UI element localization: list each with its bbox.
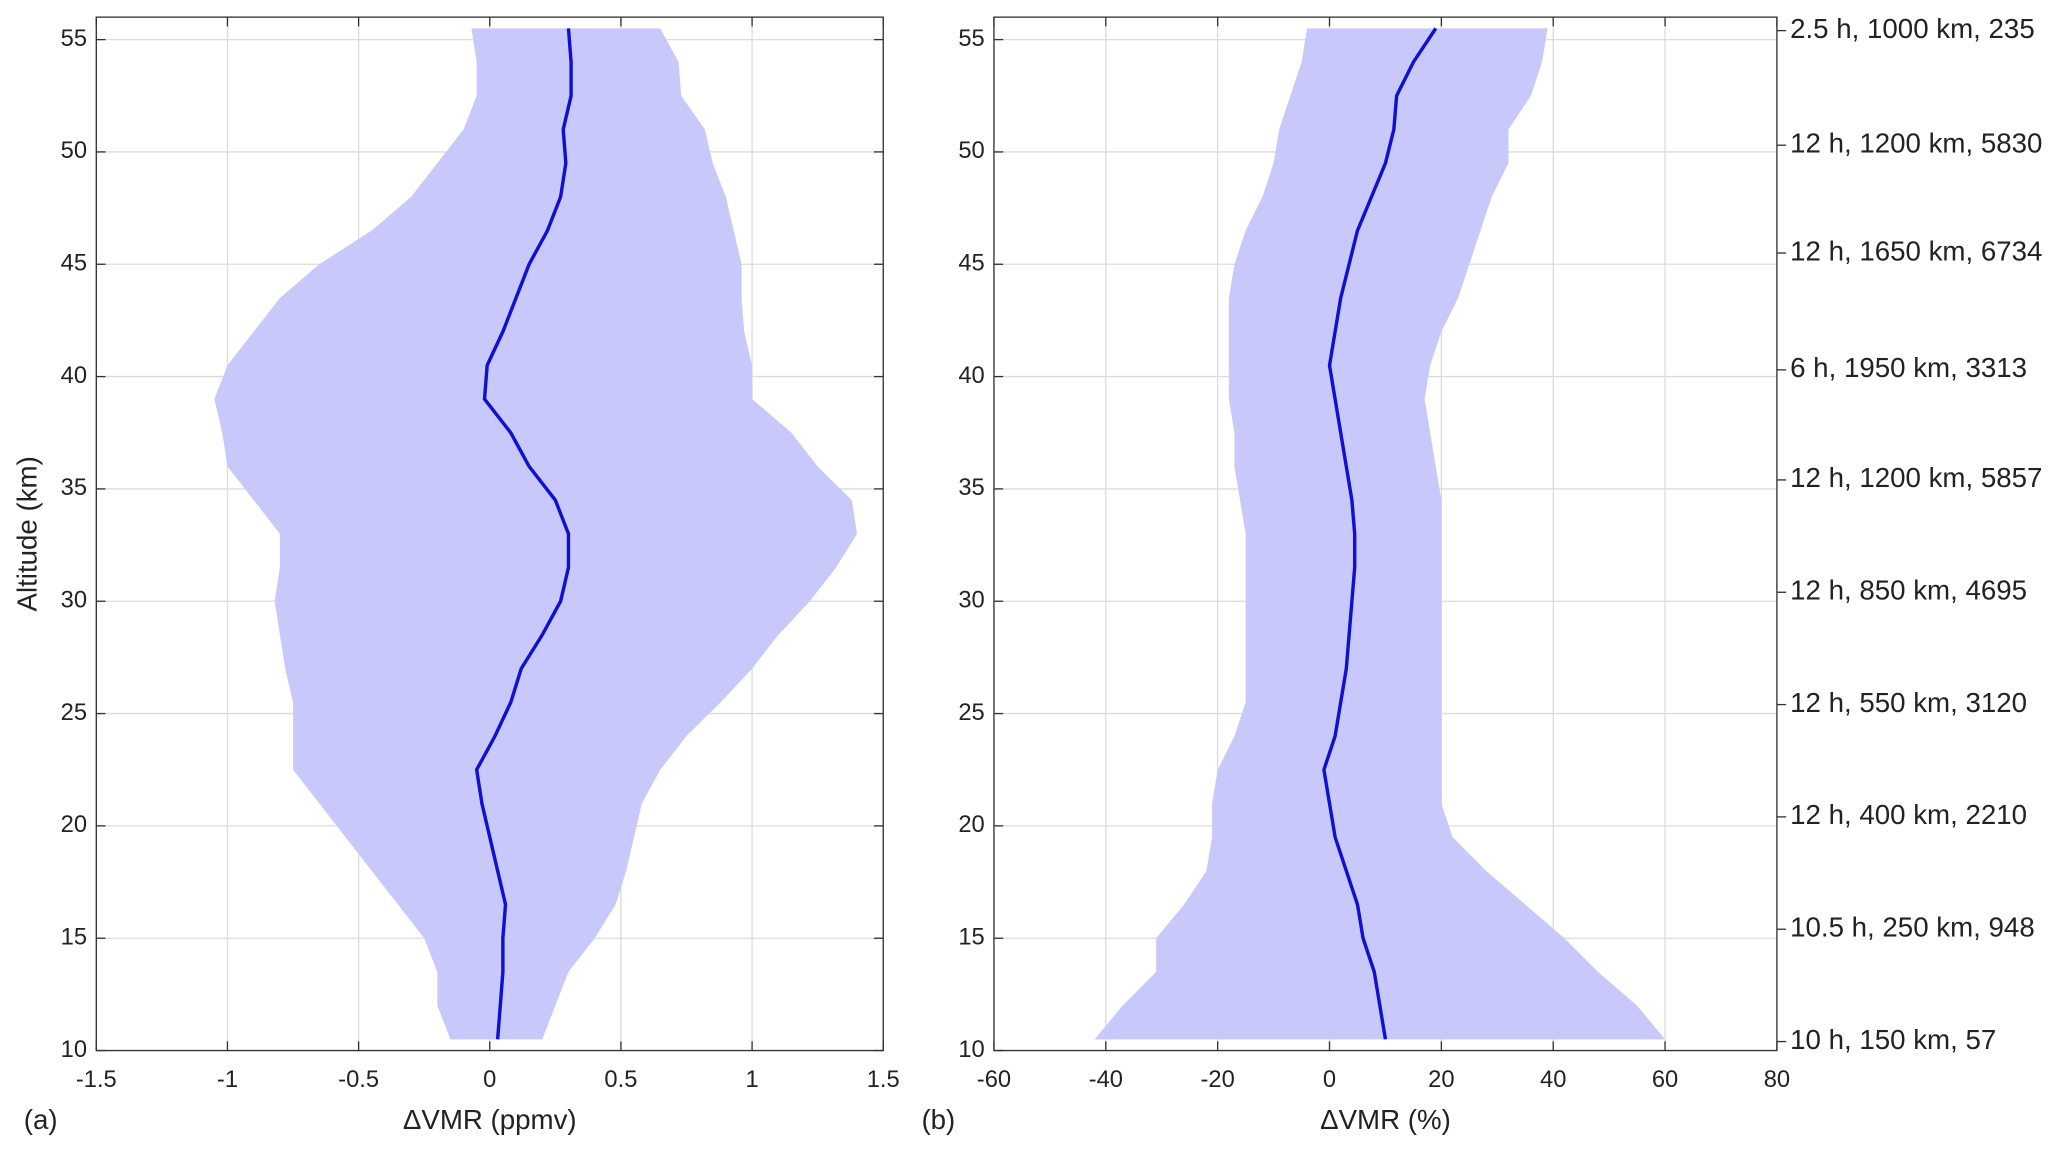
x-tick-label: 1.5 bbox=[867, 1067, 900, 1093]
y-tick-label: 30 bbox=[61, 588, 87, 614]
right-label: 12 h, 1200 km, 5857 bbox=[1790, 462, 2042, 493]
y-tick-label: 10 bbox=[61, 1037, 87, 1063]
x-tick-label: -40 bbox=[1089, 1067, 1123, 1093]
y-tick-label: 30 bbox=[958, 588, 984, 614]
y-tick-label: 15 bbox=[958, 924, 984, 950]
panel-label: (a) bbox=[24, 1104, 58, 1135]
x-tick-label: 0 bbox=[483, 1067, 496, 1093]
x-axis-label: ΔVMR (ppmv) bbox=[403, 1104, 577, 1135]
right-label: 12 h, 850 km, 4695 bbox=[1790, 575, 2027, 606]
y-tick-label: 20 bbox=[61, 812, 87, 838]
y-tick-label: 55 bbox=[61, 26, 87, 52]
y-tick-label: 10 bbox=[958, 1037, 984, 1063]
x-tick-label: 0 bbox=[1323, 1067, 1336, 1093]
right-label: 12 h, 550 km, 3120 bbox=[1790, 687, 2027, 718]
right-label: 10 h, 150 km, 57 bbox=[1790, 1024, 1996, 1055]
y-tick-label: 35 bbox=[61, 475, 87, 501]
spread-band bbox=[1094, 28, 1666, 1040]
x-tick-label: -1.5 bbox=[76, 1067, 117, 1093]
x-tick-label: 80 bbox=[1764, 1067, 1790, 1093]
plot-frame bbox=[993, 16, 1778, 1052]
x-tick-label: -1 bbox=[217, 1067, 238, 1093]
right-label: 12 h, 400 km, 2210 bbox=[1790, 799, 2027, 830]
y-tick-label: 25 bbox=[61, 700, 87, 726]
y-tick-label: 40 bbox=[958, 363, 984, 389]
mean-line bbox=[1322, 27, 1438, 1040]
y-tick-label: 40 bbox=[61, 363, 87, 389]
y-tick-label: 45 bbox=[958, 251, 984, 277]
x-tick-label: 40 bbox=[1540, 1067, 1566, 1093]
x-tick-label: 1 bbox=[745, 1067, 758, 1093]
x-tick-label: -60 bbox=[977, 1067, 1011, 1093]
y-tick-label: 45 bbox=[61, 251, 87, 277]
mean-line bbox=[474, 28, 573, 1040]
spread-band bbox=[214, 28, 858, 1040]
y-tick-label: 20 bbox=[958, 812, 984, 838]
y-tick-label: 55 bbox=[958, 26, 984, 52]
x-tick-label: -0.5 bbox=[338, 1067, 379, 1093]
right-label: 2.5 h, 1000 km, 235 bbox=[1790, 13, 2035, 44]
right-label: 12 h, 1200 km, 5830 bbox=[1790, 128, 2042, 159]
x-tick-label: 20 bbox=[1428, 1067, 1454, 1093]
y-tick-label: 35 bbox=[958, 475, 984, 501]
x-axis-label: ΔVMR (%) bbox=[1320, 1104, 1451, 1135]
y-tick-label: 25 bbox=[958, 700, 984, 726]
x-tick-label: 0.5 bbox=[604, 1067, 637, 1093]
y-tick-label: 50 bbox=[61, 138, 87, 164]
right-label: 6 h, 1950 km, 3313 bbox=[1790, 352, 2027, 383]
y-tick-label: 15 bbox=[61, 924, 87, 950]
right-label: 12 h, 1650 km, 6734 bbox=[1790, 235, 2042, 266]
y-axis-label: Altitude (km) bbox=[11, 456, 42, 611]
x-tick-label: -20 bbox=[1201, 1067, 1235, 1093]
y-tick-label: 50 bbox=[958, 138, 984, 164]
right-label: 10.5 h, 250 km, 948 bbox=[1790, 912, 2035, 943]
x-tick-label: 60 bbox=[1652, 1067, 1678, 1093]
panel-label: (b) bbox=[921, 1104, 955, 1135]
